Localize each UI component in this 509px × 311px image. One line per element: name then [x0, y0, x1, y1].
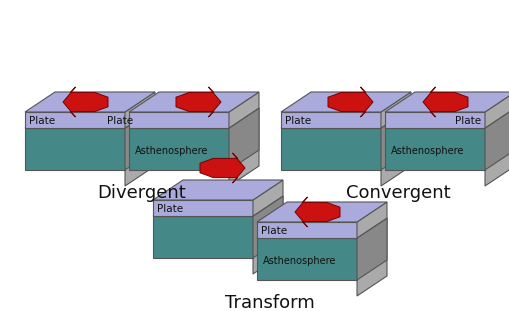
Polygon shape	[280, 92, 410, 112]
Text: Plate: Plate	[261, 226, 287, 236]
Polygon shape	[125, 92, 155, 128]
Text: Transform: Transform	[224, 294, 314, 311]
Polygon shape	[257, 202, 386, 222]
Polygon shape	[229, 92, 259, 128]
Polygon shape	[257, 222, 356, 238]
Polygon shape	[356, 202, 386, 238]
Polygon shape	[63, 87, 108, 117]
Polygon shape	[384, 128, 484, 170]
Polygon shape	[327, 87, 372, 117]
Polygon shape	[252, 196, 282, 258]
Polygon shape	[125, 108, 155, 186]
Polygon shape	[153, 216, 252, 258]
Polygon shape	[484, 108, 509, 186]
Polygon shape	[384, 92, 509, 112]
Text: Divergent: Divergent	[97, 184, 186, 202]
Text: Asthenosphere: Asthenosphere	[263, 256, 336, 266]
Polygon shape	[129, 108, 259, 128]
Polygon shape	[280, 108, 410, 128]
Polygon shape	[25, 112, 125, 128]
Text: Convergent: Convergent	[345, 184, 449, 202]
Text: Plate: Plate	[454, 116, 480, 126]
Polygon shape	[380, 108, 410, 170]
Polygon shape	[484, 92, 509, 128]
Text: Asthenosphere: Asthenosphere	[135, 146, 208, 156]
Polygon shape	[384, 108, 509, 128]
Text: Plate: Plate	[29, 116, 55, 126]
Polygon shape	[129, 92, 259, 112]
Text: Plate: Plate	[285, 116, 310, 126]
Polygon shape	[384, 112, 484, 128]
Polygon shape	[25, 92, 155, 112]
Polygon shape	[125, 108, 155, 170]
Polygon shape	[129, 112, 229, 128]
Polygon shape	[176, 87, 220, 117]
Text: Plate: Plate	[157, 204, 183, 214]
Polygon shape	[129, 128, 229, 170]
Polygon shape	[153, 180, 282, 200]
Polygon shape	[380, 108, 410, 186]
Text: Asthenosphere: Asthenosphere	[390, 146, 464, 156]
Polygon shape	[280, 128, 380, 170]
Polygon shape	[257, 238, 356, 280]
Polygon shape	[229, 108, 259, 170]
Polygon shape	[356, 218, 386, 296]
Text: Plate: Plate	[107, 116, 133, 126]
Polygon shape	[484, 108, 509, 170]
Polygon shape	[153, 200, 252, 216]
Polygon shape	[153, 196, 282, 216]
Polygon shape	[252, 180, 282, 216]
Polygon shape	[422, 87, 467, 117]
Polygon shape	[280, 112, 380, 128]
Polygon shape	[25, 128, 125, 170]
Polygon shape	[294, 197, 340, 227]
Polygon shape	[257, 218, 386, 238]
Polygon shape	[356, 218, 386, 280]
Polygon shape	[380, 92, 410, 128]
Polygon shape	[25, 108, 155, 128]
Polygon shape	[252, 196, 282, 274]
Polygon shape	[200, 153, 244, 183]
Polygon shape	[229, 108, 259, 186]
